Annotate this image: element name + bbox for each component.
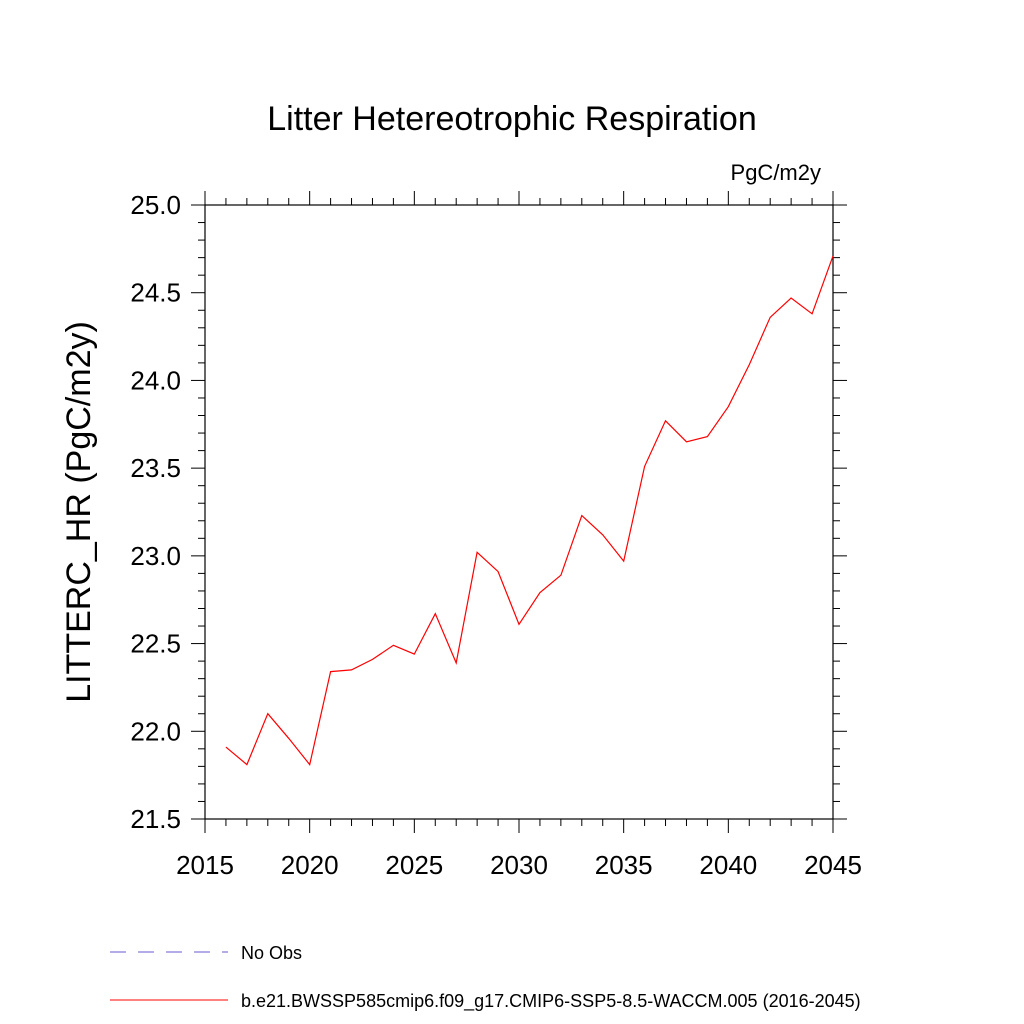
y-tick-label: 22.5 [130,629,181,659]
plot-frame [204,204,834,820]
y-tick-label: 24.5 [130,278,181,308]
chart-title: Litter Hetereotrophic Respiration [267,100,756,138]
x-tick-label: 2040 [699,850,757,880]
y-axis-label: LITTERC_HR (PgC/m2y) [60,321,98,703]
legend-label: b.e21.BWSSP585cmip6.f09_g17.CMIP6-SSP5-8… [241,991,861,1012]
x-tick-label: 2020 [281,850,339,880]
legend-label: No Obs [241,943,302,963]
y-tick-label: 25.0 [130,190,181,220]
plot-area: 21.5 22.0 22.5 23.0 23.5 24.0 24.5 25.0 2015 2020… [130,190,862,880]
y-tick-label: 23.5 [130,453,181,483]
x-tick-label: 2015 [176,850,234,880]
y-tick-label: 24.0 [130,365,181,395]
legend: No Obs b.e21.BWSSP585cmip6.f09_g17.CMIP6-… [110,943,861,1012]
series-line [225,255,834,766]
x-tick-label: 2025 [385,850,443,880]
x-tick-label: 2045 [804,850,862,880]
y-tick-label: 22.0 [130,716,181,746]
units-label: PgC/m2y [731,160,821,185]
y-tick-label: 21.5 [130,804,181,834]
x-tick-label: 2035 [595,850,653,880]
x-tick-label: 2030 [490,850,548,880]
y-tick-label: 23.0 [130,541,181,571]
